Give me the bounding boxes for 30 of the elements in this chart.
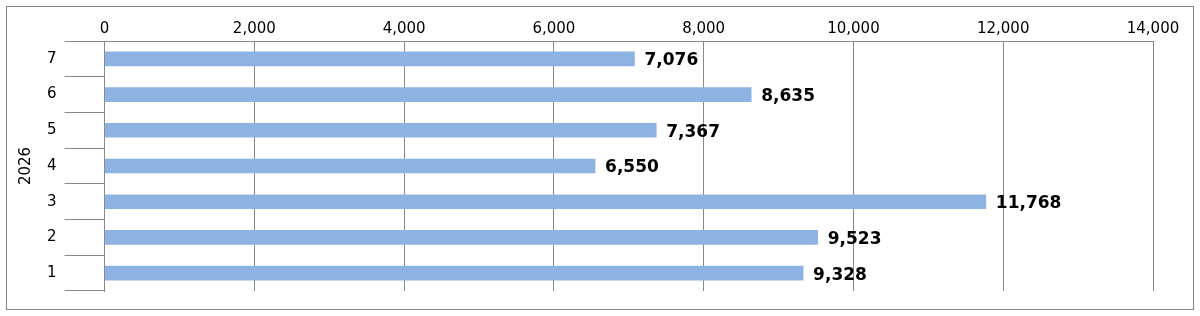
bar xyxy=(104,230,819,245)
x-tick-label: 6,000 xyxy=(532,18,576,37)
y-tick-label: 2 xyxy=(47,227,57,246)
bar xyxy=(104,51,635,67)
data-label: 9,523 xyxy=(827,227,882,248)
x-tick-label: 12,000 xyxy=(976,18,1030,37)
y-tick-label: 6 xyxy=(47,84,57,103)
bar xyxy=(104,194,987,210)
data-label: 6,550 xyxy=(605,156,660,177)
data-label: 7,367 xyxy=(666,120,721,141)
x-tick-label: 0 xyxy=(99,18,110,37)
y-axis-title: 2026 xyxy=(15,146,34,186)
data-label: 11,768 xyxy=(995,192,1062,213)
y-tick-label: 5 xyxy=(47,120,57,139)
y-tick-label: 4 xyxy=(47,155,57,174)
y-tick-label: 3 xyxy=(47,191,57,210)
x-tick-label: 10,000 xyxy=(827,18,880,37)
y-tick-label: 7 xyxy=(47,48,57,67)
x-tick-label: 4,000 xyxy=(382,18,426,37)
x-tick-label: 2,000 xyxy=(232,18,276,37)
bar xyxy=(104,265,804,281)
data-label: 8,635 xyxy=(761,84,815,105)
bar xyxy=(104,158,596,174)
data-label: 9,328 xyxy=(813,263,867,284)
y-tick-label: 1 xyxy=(47,263,57,282)
x-tick-label: 14,000 xyxy=(1126,18,1180,37)
bar xyxy=(104,87,752,102)
data-label: 7,076 xyxy=(644,49,699,70)
bar xyxy=(104,122,657,138)
x-tick-label: 8,000 xyxy=(682,18,726,37)
